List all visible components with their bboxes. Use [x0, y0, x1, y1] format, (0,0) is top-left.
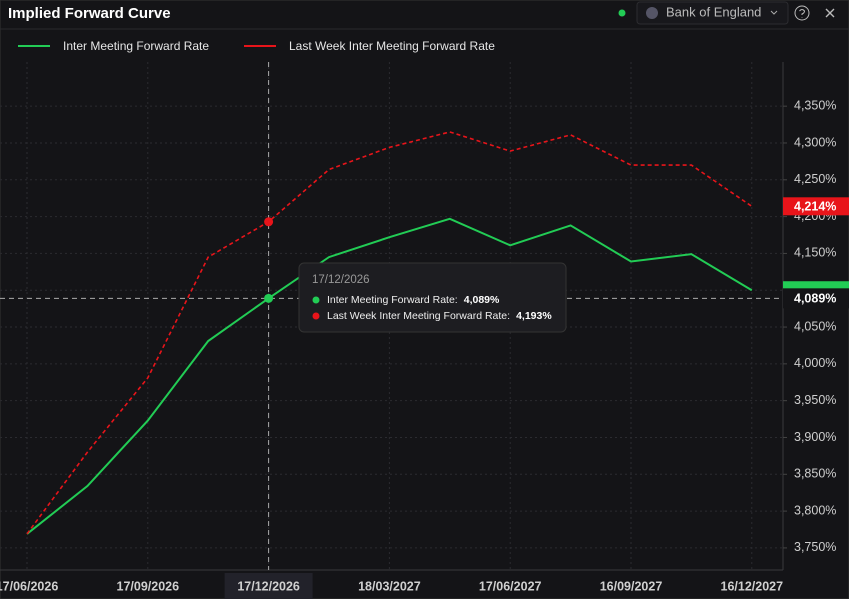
last-value-label: 4,214%	[794, 200, 836, 214]
legend-label: Inter Meeting Forward Rate	[63, 39, 209, 53]
series-line	[26, 217, 753, 535]
y-tick-label: 3,950%	[794, 393, 836, 407]
hover-point	[264, 293, 274, 303]
tooltip-dot	[312, 296, 320, 304]
tooltip-dot	[312, 312, 320, 320]
close-button[interactable]	[825, 8, 835, 18]
tooltip-title: 17/12/2026	[312, 274, 370, 286]
tooltip-value: 4,193%	[516, 310, 552, 322]
tooltip-label: Last Week Inter Meeting Forward Rate:	[327, 310, 510, 322]
y-tick-label: 4,300%	[794, 135, 836, 149]
y-tick-label: 3,900%	[794, 430, 836, 444]
x-tick-label: 17/09/2026	[117, 579, 180, 593]
crosshair-y-label: 4,089%	[794, 292, 836, 306]
source-dropdown[interactable]	[636, 1, 789, 25]
tooltip-value: 4,089%	[464, 294, 500, 306]
help-button[interactable]	[794, 5, 810, 21]
y-tick-label: 3,750%	[794, 540, 836, 554]
y-tick-label: 4,050%	[794, 319, 836, 333]
x-tick-label: 16/12/2027	[721, 579, 784, 593]
hover-point	[264, 217, 274, 227]
y-tick-label: 4,350%	[794, 98, 836, 112]
status-dot	[618, 9, 626, 17]
last-value-tag	[783, 197, 849, 216]
x-tick-label: 17/06/2027	[479, 579, 542, 593]
title: Implied Forward Curve	[8, 5, 171, 22]
help-icon	[799, 9, 806, 18]
series-line	[26, 131, 753, 535]
x-tick-label: 17/12/2026	[237, 579, 300, 593]
tooltip	[298, 262, 567, 333]
source-label: Bank of England	[666, 4, 761, 19]
y-tick-label: 4,000%	[794, 356, 836, 370]
globe-icon	[646, 7, 658, 19]
x-tick-label: 17/06/2026	[0, 579, 58, 593]
crosshair-y-box	[783, 288, 849, 309]
y-tick-label: 3,850%	[794, 467, 836, 481]
tooltip-label: Inter Meeting Forward Rate:	[327, 294, 458, 306]
y-tick-label: 4,250%	[794, 172, 836, 186]
crosshair-x-box	[224, 573, 313, 599]
chevron	[770, 10, 778, 15]
x-tick-label: 18/03/2027	[358, 579, 421, 593]
x-tick-label: 16/09/2027	[600, 579, 663, 593]
y-tick-label: 4,150%	[794, 246, 836, 260]
y-tick-label: 3,800%	[794, 503, 836, 517]
legend-label: Last Week Inter Meeting Forward Rate	[289, 39, 495, 53]
